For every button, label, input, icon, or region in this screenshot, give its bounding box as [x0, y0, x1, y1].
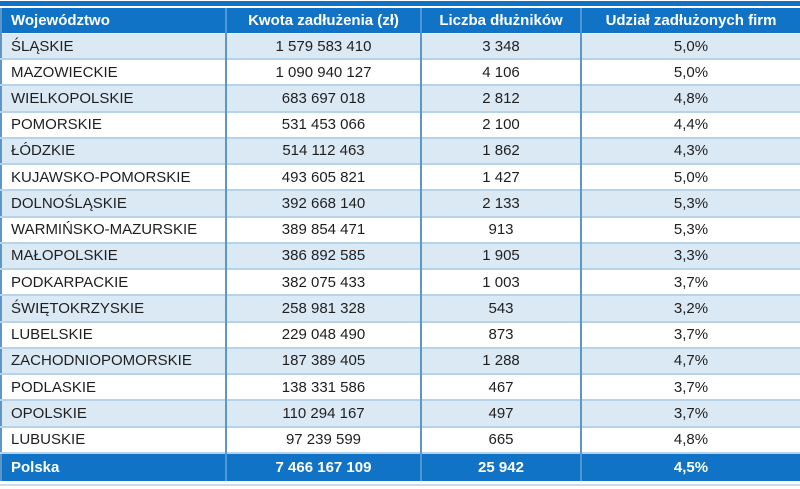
cell-debt-amount: 229 048 490 — [225, 321, 421, 348]
cell-debt-share: 5,0% — [580, 33, 800, 60]
cell-voivodeship: LUBUSKIE — [11, 431, 86, 449]
cell-debtors-count: 1 288 — [420, 347, 581, 375]
table-footer-row: Polska 7 466 167 109 25 942 4,5% — [1, 453, 800, 481]
cell-debt-share: 3,2% — [580, 295, 800, 322]
table-row: DOLNOŚLĄSKIE 392 668 140 2 133 5,3% — [1, 190, 800, 217]
cell-debt-amount: 389 854 471 — [225, 216, 421, 243]
cell-debt-share: 5,3% — [580, 216, 800, 243]
cell-debtors-count: 2 100 — [420, 111, 581, 138]
column-header-debt-share: Udział zadłużonych firm — [580, 8, 800, 34]
cell-debt-amount: 683 697 018 — [225, 85, 421, 112]
cell-voivodeship: POMORSKIE — [11, 116, 102, 134]
cell-debt-share: 3,7% — [580, 321, 800, 348]
cell-voivodeship: WARMIŃSKO-MAZURSKIE — [11, 221, 198, 239]
cell-debt-share: 4,8% — [580, 426, 800, 453]
cell-debt-amount: 493 605 821 — [225, 164, 421, 191]
cell-debtors-count: 665 — [420, 426, 581, 453]
cell-voivodeship: MAZOWIECKIE — [11, 63, 118, 81]
table-row: WIELKOPOLSKIE 683 697 018 2 812 4,8% — [1, 85, 800, 112]
cell-debt-amount: 386 892 585 — [225, 242, 421, 270]
cell-debt-share: 4,7% — [580, 347, 800, 375]
cell-debt-amount: 392 668 140 — [225, 190, 421, 217]
cell-debtors-count: 913 — [420, 216, 581, 243]
cell-voivodeship: ŚLĄSKIE — [11, 37, 74, 55]
table-bottom-border — [0, 484, 800, 486]
table-row: LUBUSKIE 97 239 599 665 4,8% — [1, 426, 800, 453]
cell-debt-amount: 258 981 328 — [225, 295, 421, 322]
table-row: POMORSKIE 531 453 066 2 100 4,4% — [1, 111, 800, 138]
table-row: LUBELSKIE 229 048 490 873 3,7% — [1, 321, 800, 348]
cell-debt-amount: 110 294 167 — [225, 400, 421, 427]
debt-by-voivodeship-table: Województwo Kwota zadłużenia (zł) Liczba… — [0, 8, 800, 481]
cell-debt-amount: 1 090 940 127 — [225, 59, 421, 86]
cell-debt-share: 4,4% — [580, 111, 800, 138]
cell-debt-share: 5,0% — [580, 164, 800, 191]
column-header-debt-amount: Kwota zadłużenia (zł) — [225, 8, 421, 34]
cell-voivodeship: OPOLSKIE — [11, 404, 87, 422]
table-row: ŚWIĘTOKRZYSKIE 258 981 328 543 3,2% — [1, 295, 800, 322]
cell-debt-share: 5,3% — [580, 190, 800, 217]
cell-debtors-count: 543 — [420, 295, 581, 322]
cell-debtors-count: 4 106 — [420, 59, 581, 86]
table-row: WARMIŃSKO-MAZURSKIE 389 854 471 913 5,3% — [1, 216, 800, 243]
footer-cell-debtors-count: 25 942 — [420, 453, 581, 481]
table-row: KUJAWSKO-POMORSKIE 493 605 821 1 427 5,0% — [1, 164, 800, 191]
cell-voivodeship: MAŁOPOLSKIE — [11, 247, 118, 265]
cell-debtors-count: 1 862 — [420, 137, 581, 165]
column-header-voivodeship: Województwo — [1, 8, 226, 34]
cell-debt-amount: 531 453 066 — [225, 111, 421, 138]
bottom-gap — [0, 481, 800, 484]
footer-cell-debt-share: 4,5% — [580, 453, 800, 481]
cell-voivodeship: LUBELSKIE — [11, 326, 93, 344]
cell-debt-amount: 138 331 586 — [225, 374, 421, 401]
cell-voivodeship: ZACHODNIOPOMORSKIE — [11, 352, 192, 370]
cell-debt-share: 3,3% — [580, 242, 800, 270]
top-gap — [0, 6, 800, 8]
table-row: MAZOWIECKIE 1 090 940 127 4 106 5,0% — [1, 59, 800, 86]
cell-debt-amount: 514 112 463 — [225, 137, 421, 165]
cell-debt-share: 4,3% — [580, 137, 800, 165]
cell-voivodeship: ŚWIĘTOKRZYSKIE — [11, 299, 145, 317]
column-header-debtors-count: Liczba dłużników — [420, 8, 581, 34]
cell-debtors-count: 1 905 — [420, 242, 581, 270]
table-row: MAŁOPOLSKIE 386 892 585 1 905 3,3% — [1, 242, 800, 270]
cell-debt-amount: 97 239 599 — [225, 426, 421, 453]
cell-debt-share: 3,7% — [580, 269, 800, 296]
cell-debtors-count: 2 133 — [420, 190, 581, 217]
cell-debtors-count: 1 427 — [420, 164, 581, 191]
cell-voivodeship: DOLNOŚLĄSKIE — [11, 194, 127, 212]
footer-cell-debt-amount: 7 466 167 109 — [225, 453, 421, 481]
table-row: PODLASKIE 138 331 586 467 3,7% — [1, 374, 800, 401]
table-row: OPOLSKIE 110 294 167 497 3,7% — [1, 400, 800, 427]
table-body: ŚLĄSKIE 1 579 583 410 3 348 5,0% MAZOWIECKIE… — [1, 33, 800, 453]
footer-cell-region: Polska — [1, 453, 226, 481]
cell-debtors-count: 467 — [420, 374, 581, 401]
cell-debtors-count: 497 — [420, 400, 581, 427]
table-row: ŁÓDZKIE 514 112 463 1 862 4,3% — [1, 137, 800, 165]
cell-debtors-count: 873 — [420, 321, 581, 348]
cell-debt-share: 3,7% — [580, 400, 800, 427]
cell-voivodeship: KUJAWSKO-POMORSKIE — [11, 168, 191, 186]
cell-debtors-count: 3 348 — [420, 33, 581, 60]
table-row: ZACHODNIOPOMORSKIE 187 389 405 1 288 4,7% — [1, 347, 800, 375]
table-top-border — [0, 1, 800, 6]
cell-debt-amount: 1 579 583 410 — [225, 33, 421, 60]
cell-debtors-count: 1 003 — [420, 269, 581, 296]
cell-debt-share: 5,0% — [580, 59, 800, 86]
table-row: PODKARPACKIE 382 075 433 1 003 3,7% — [1, 269, 800, 296]
table-row: ŚLĄSKIE 1 579 583 410 3 348 5,0% — [1, 33, 800, 60]
cell-debt-share: 3,7% — [580, 374, 800, 401]
cell-debt-share: 4,8% — [580, 85, 800, 112]
cell-voivodeship: PODKARPACKIE — [11, 273, 129, 291]
table-header-row: Województwo Kwota zadłużenia (zł) Liczba… — [1, 8, 800, 34]
cell-voivodeship: ŁÓDZKIE — [11, 142, 76, 160]
cell-voivodeship: PODLASKIE — [11, 378, 97, 396]
cell-debtors-count: 2 812 — [420, 85, 581, 112]
cell-debt-amount: 382 075 433 — [225, 269, 421, 296]
cell-voivodeship: WIELKOPOLSKIE — [11, 89, 134, 107]
cell-debt-amount: 187 389 405 — [225, 347, 421, 375]
